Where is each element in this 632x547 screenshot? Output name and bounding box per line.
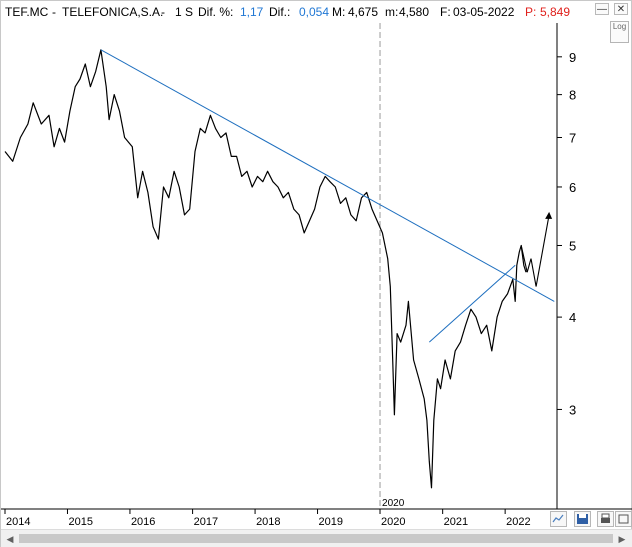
max-value: 4,675 xyxy=(348,5,379,19)
dif-pct-value: 1,17 xyxy=(240,5,264,19)
y-tick-label: 8 xyxy=(569,88,576,103)
y-tick-label: 7 xyxy=(569,130,576,145)
projection-line xyxy=(520,214,550,287)
dif-pct-label: Dif. %: xyxy=(198,5,234,19)
min-label: m: xyxy=(385,5,399,19)
dif-value: 0,054 xyxy=(299,5,330,19)
save-button[interactable] xyxy=(574,511,591,527)
y-tick-label: 6 xyxy=(569,180,576,195)
trendline xyxy=(100,49,555,302)
chart-title-bar: TEF.MC - TELEFONICA,S.A. - 1 S Dif. %: 1… xyxy=(1,1,632,23)
floppy-disk-icon xyxy=(577,514,588,524)
period-label: 1 S xyxy=(175,5,194,19)
trendline xyxy=(428,264,516,343)
title-separator: - xyxy=(161,5,165,19)
minimize-button[interactable]: — xyxy=(595,3,609,15)
log-scale-button[interactable]: Log xyxy=(610,21,629,43)
x-tick-label: 2015 xyxy=(68,516,92,528)
projection-arrowhead xyxy=(545,211,553,219)
price-series-line xyxy=(4,49,527,489)
y-tick-label: 9 xyxy=(569,50,576,65)
scroll-right-icon[interactable]: ▶ xyxy=(618,534,626,544)
x-tick-label: 2018 xyxy=(256,516,280,528)
vline-label: 2020 xyxy=(382,498,405,509)
date-value: 03-05-2022 xyxy=(453,5,515,19)
company-name: TELEFONICA,S.A. xyxy=(62,5,164,19)
y-tick-label: 4 xyxy=(569,310,576,325)
price-chart[interactable]: 2020 3 4 5 6 7 8 9 2014 2015 2016 2017 2018 2019 2020 2… xyxy=(1,1,632,529)
chart-type-button[interactable] xyxy=(550,511,567,527)
y-tick-label: 5 xyxy=(569,238,576,253)
settings-button[interactable] xyxy=(615,511,632,527)
date-label: F: xyxy=(440,5,451,19)
scroll-left-icon[interactable]: ◀ xyxy=(6,534,14,544)
x-tick-label: 2020 xyxy=(381,516,405,528)
x-tick-label: 2014 xyxy=(6,516,30,528)
price-separator: : xyxy=(533,5,537,19)
print-icon xyxy=(601,513,610,523)
horizontal-scrollbar[interactable]: ◀ ▶ xyxy=(1,529,632,547)
x-tick-label: 2019 xyxy=(319,516,343,528)
line-chart-icon xyxy=(552,514,564,523)
y-tick-label: 3 xyxy=(569,402,576,417)
grid-icon xyxy=(618,514,629,524)
scrollbar-thumb[interactable] xyxy=(19,534,613,543)
log-scale-label: Log xyxy=(612,22,627,31)
symbol-label: TEF.MC xyxy=(5,5,49,19)
title-separator: - xyxy=(52,5,56,19)
x-tick-label: 2017 xyxy=(194,516,218,528)
price-value: 5,849 xyxy=(540,5,571,19)
min-value: 4,580 xyxy=(399,5,430,19)
max-label: M: xyxy=(332,5,346,19)
price-label: P xyxy=(525,5,534,19)
x-tick-label: 2022 xyxy=(506,516,530,528)
x-tick-label: 2016 xyxy=(131,516,155,528)
dif-label: Dif.: xyxy=(269,5,291,19)
x-tick-label: 2021 xyxy=(444,516,468,528)
close-button[interactable]: ✕ xyxy=(614,3,628,15)
print-button[interactable] xyxy=(597,511,614,527)
